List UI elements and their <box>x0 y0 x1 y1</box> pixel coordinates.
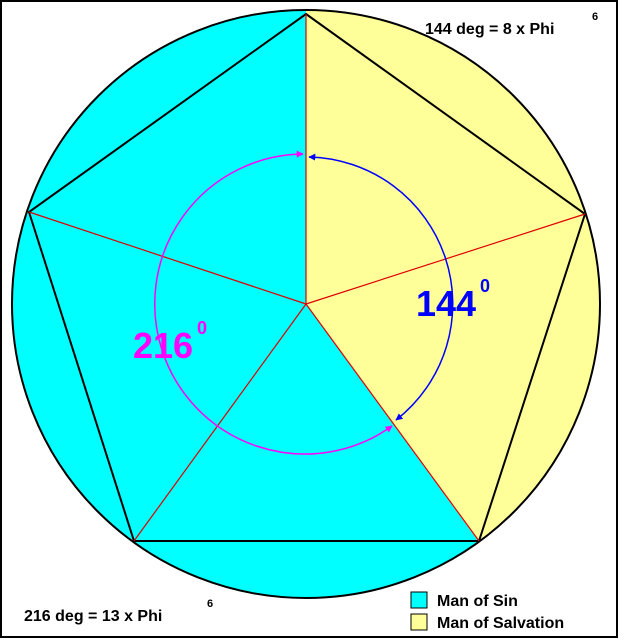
spoke <box>28 211 307 305</box>
arc-label: 216 <box>133 325 193 366</box>
legend-label: Man of Salvation <box>437 615 564 632</box>
spoke <box>133 303 307 542</box>
pentagon <box>27 12 587 542</box>
top-note: 144 deg = 8 x Phi <box>425 21 554 38</box>
arc-144 <box>308 153 454 421</box>
arc-216 <box>154 150 393 455</box>
arc-label-sup: 0 <box>480 276 490 296</box>
legend-swatch <box>410 613 428 631</box>
legend-swatch <box>410 591 428 609</box>
legend-label: Man of Sin <box>437 593 518 610</box>
arc-label-sup: 0 <box>197 318 207 338</box>
bottom-note-sup: 6 <box>207 598 213 610</box>
top-note-sup: 6 <box>592 11 598 23</box>
circle-outline <box>11 9 601 599</box>
sector-yellow <box>306 9 601 542</box>
bottom-note: 216 deg = 13 x Phi <box>24 608 162 625</box>
arc-label: 144 <box>416 283 476 324</box>
